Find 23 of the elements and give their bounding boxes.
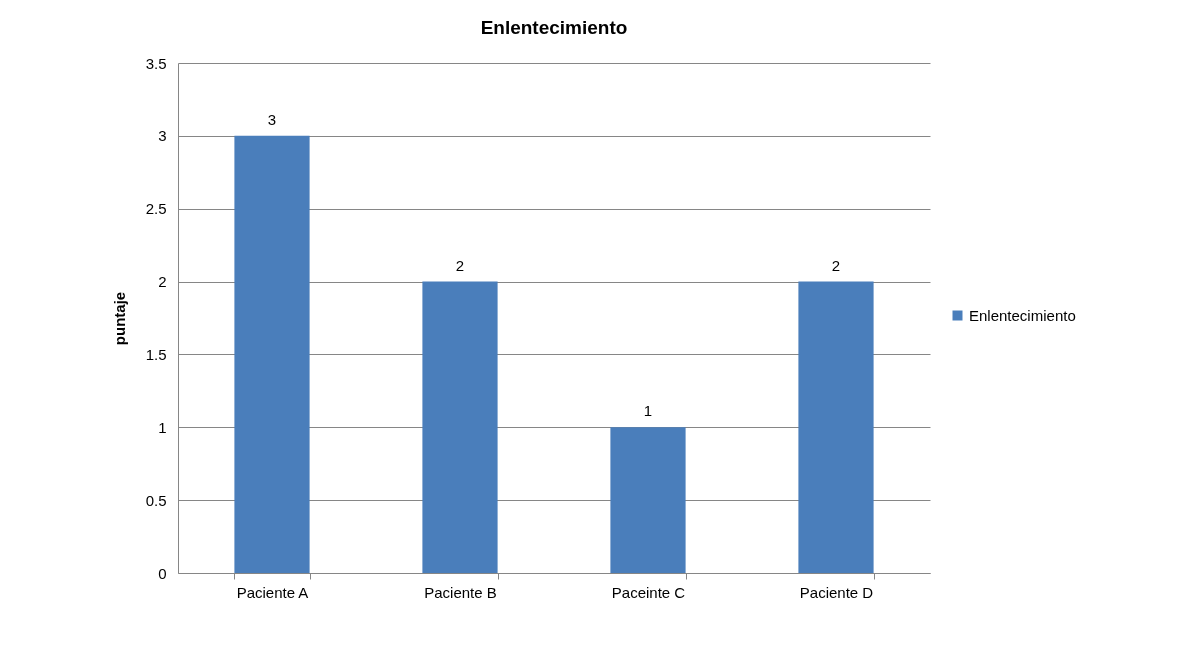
- y-tick-label: 3: [158, 127, 167, 145]
- legend-label: Enlentecimiento: [969, 306, 1076, 324]
- bar: [610, 427, 686, 573]
- y-tick-label: 0.5: [145, 491, 167, 509]
- bar: [234, 135, 310, 573]
- y-tick-label: 0: [158, 564, 167, 582]
- y-tick-label: 1: [158, 418, 167, 436]
- y-tick-label: 3.5: [145, 54, 167, 72]
- bar: [798, 281, 874, 573]
- y-tick-label: 2.5: [145, 200, 167, 218]
- chart-title: Enlentecimiento: [480, 17, 628, 38]
- y-axis-title: puntaje: [110, 291, 128, 346]
- bar: [422, 281, 498, 573]
- data-label: 2: [455, 256, 465, 274]
- data-label: 2: [831, 256, 841, 274]
- data-label: 3: [267, 110, 277, 128]
- x-tick-label: Paciente D: [799, 583, 874, 601]
- x-tick-label: Paciente B: [424, 583, 497, 601]
- y-tick-label: 1.5: [145, 345, 167, 363]
- data-label: 1: [643, 402, 653, 420]
- x-tick-label: Paceinte C: [611, 583, 686, 601]
- y-tick-label: 2: [158, 273, 167, 291]
- x-tick-label: Paciente A: [236, 583, 309, 601]
